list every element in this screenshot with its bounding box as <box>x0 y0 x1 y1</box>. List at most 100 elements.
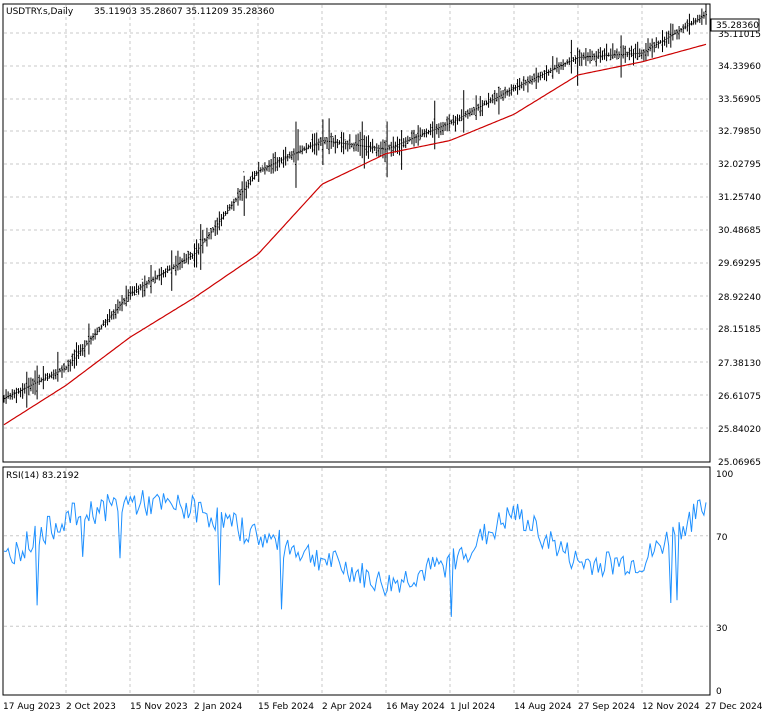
price-bar <box>406 135 409 144</box>
price-bar <box>510 84 513 96</box>
price-bar <box>557 62 560 74</box>
price-bar <box>502 89 505 101</box>
price-bar <box>158 268 161 281</box>
symbol-label: USDTRY.s,Daily <box>6 7 74 17</box>
price-bar <box>284 146 287 166</box>
price-bar <box>216 217 219 235</box>
price-bar <box>232 198 235 211</box>
price-bar <box>48 373 51 379</box>
price-bar <box>599 47 602 63</box>
price-bar <box>17 388 20 394</box>
price-axis: 35.11015 34.33960 33.56905 32.79850 32.0… <box>718 30 761 468</box>
price-bar <box>661 30 664 53</box>
date-tick: 2 Oct 2023 <box>66 702 116 712</box>
price-bar <box>504 86 507 99</box>
price-bar <box>421 129 424 138</box>
price-bar <box>427 129 430 135</box>
price-bar <box>352 142 355 152</box>
price-bar <box>69 359 72 372</box>
price-bar <box>307 144 310 150</box>
price-bar <box>85 340 88 346</box>
price-bar <box>549 67 552 73</box>
price-bar <box>108 309 111 323</box>
price-bar <box>553 64 556 71</box>
price-bar <box>276 157 279 171</box>
price-bar <box>431 121 434 138</box>
price-bar <box>680 28 683 33</box>
price-bar <box>622 45 625 59</box>
price-bar <box>197 243 200 255</box>
price-bar <box>671 23 674 41</box>
price-bar <box>31 378 34 394</box>
price-bar <box>301 145 304 155</box>
price-bar <box>147 277 150 285</box>
price-bar <box>286 154 289 162</box>
price-bar <box>143 275 146 297</box>
price-bar <box>692 17 695 26</box>
price-bar <box>247 179 250 189</box>
price-bar <box>94 329 97 340</box>
price-bars <box>3 4 707 408</box>
price-bar <box>437 123 440 138</box>
price-tick: 35.11015 <box>718 30 761 40</box>
price-bar <box>640 49 643 59</box>
price-bar <box>265 165 268 172</box>
price-bar <box>255 170 258 176</box>
date-tick: 2 Apr 2024 <box>322 702 372 712</box>
price-bar <box>576 47 579 86</box>
date-axis: 17 Aug 2023 2 Oct 2023 15 Nov 2023 2 Jan… <box>3 702 763 712</box>
price-bar <box>150 265 153 294</box>
price-bar <box>589 49 592 64</box>
price-bar <box>415 134 418 144</box>
price-bar <box>632 48 635 66</box>
price-bar <box>160 266 163 286</box>
price-bar <box>613 50 616 59</box>
price-bar <box>562 59 565 71</box>
price-bar <box>50 371 53 379</box>
price-bar <box>630 45 633 58</box>
price-bar <box>615 48 618 60</box>
price-bar <box>125 285 128 307</box>
price-bar <box>570 39 573 74</box>
price-bar <box>359 131 362 156</box>
price-bar <box>528 75 531 84</box>
ohlc-readout: 35.11903 35.28607 35.11209 35.28360 <box>94 7 275 17</box>
price-bar <box>593 53 596 61</box>
price-bar <box>110 311 113 320</box>
price-bar <box>193 243 196 268</box>
price-bar <box>317 138 320 151</box>
price-bar <box>268 160 271 172</box>
price-bar <box>607 52 610 57</box>
rsi-title: RSI(14) 83.2192 <box>6 471 79 481</box>
price-bar <box>684 22 687 30</box>
price-bar <box>145 280 148 289</box>
price-bar <box>690 20 693 26</box>
price-bar <box>601 50 604 61</box>
price-bar <box>278 156 281 168</box>
price-bar <box>23 383 26 394</box>
price-bar <box>673 29 676 35</box>
price-bar <box>456 114 459 125</box>
price-bar <box>560 61 563 70</box>
price-bar <box>487 92 490 108</box>
price-bar <box>425 128 428 138</box>
price-bar <box>572 57 575 62</box>
price-bar <box>288 151 291 159</box>
price-bar <box>210 228 213 240</box>
price-bar <box>458 114 461 122</box>
price-bar <box>491 94 494 104</box>
price-bar <box>123 297 126 305</box>
price-bar <box>131 286 134 296</box>
price-bar <box>410 130 413 145</box>
price-bar <box>644 43 647 61</box>
price-bar <box>9 392 12 400</box>
price-bar <box>597 48 600 59</box>
price-tick: 34.33960 <box>718 62 761 72</box>
price-bar <box>174 255 177 276</box>
price-bar <box>205 227 208 247</box>
price-bar <box>439 122 442 136</box>
price-bar <box>346 140 349 152</box>
price-bar <box>555 57 558 73</box>
price-bar <box>239 189 242 201</box>
